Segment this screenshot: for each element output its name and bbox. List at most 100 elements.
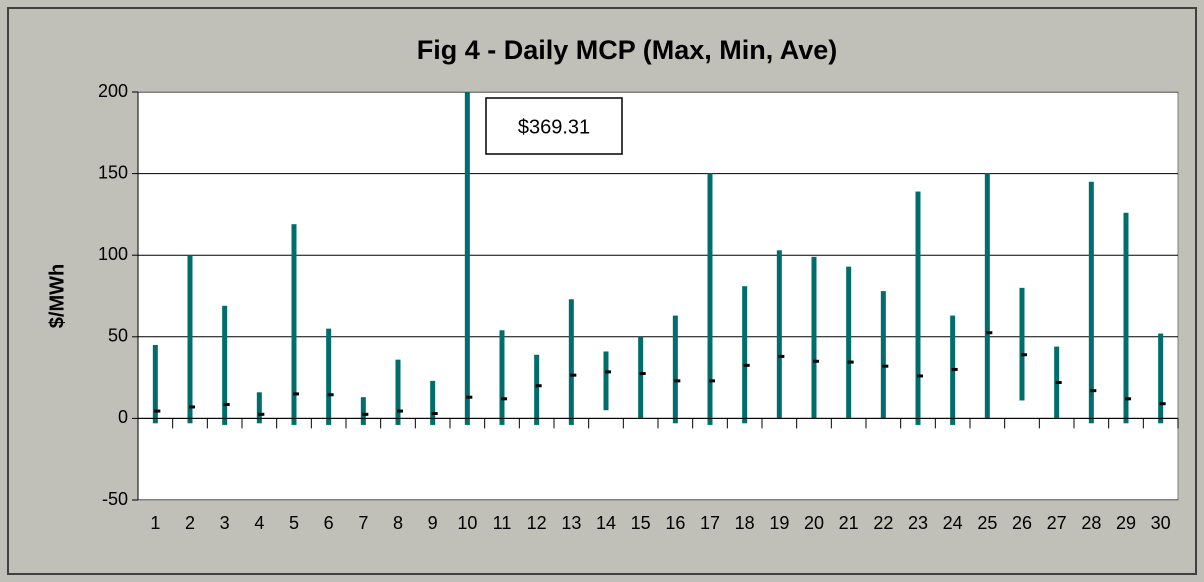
average-mark xyxy=(258,412,265,416)
average-mark xyxy=(951,367,958,371)
x-tick-label: 18 xyxy=(735,513,755,533)
average-mark xyxy=(986,331,993,335)
average-mark xyxy=(189,405,195,409)
range-bar xyxy=(915,191,921,425)
range-bar xyxy=(152,344,158,424)
average-mark xyxy=(605,370,611,374)
x-tick-label: 3 xyxy=(220,513,230,533)
average-mark xyxy=(743,363,750,367)
average-mark xyxy=(327,393,334,397)
x-tick-label: 14 xyxy=(596,513,616,533)
x-tick-label: 20 xyxy=(804,513,824,533)
x-tick-label: 16 xyxy=(665,513,685,533)
x-tick-label: 1 xyxy=(150,513,160,533)
range-bar xyxy=(326,328,332,425)
x-tick-label: 28 xyxy=(1081,513,1101,533)
average-mark xyxy=(535,384,542,388)
average-mark xyxy=(1125,397,1131,401)
average-mark xyxy=(154,409,161,413)
range-bar xyxy=(1088,181,1094,424)
average-mark xyxy=(639,372,646,376)
x-tick-label: 12 xyxy=(527,513,547,533)
range-bar xyxy=(742,286,748,424)
x-tick-label: 19 xyxy=(769,513,789,533)
y-tick-label: 0 xyxy=(118,407,128,427)
range-bar xyxy=(811,256,817,419)
average-mark xyxy=(293,392,299,396)
average-mark xyxy=(882,364,889,368)
range-bar xyxy=(672,315,678,424)
range-bar xyxy=(1158,333,1164,424)
range-bar xyxy=(256,392,262,424)
plot xyxy=(138,92,1178,500)
x-tick-label: 7 xyxy=(358,513,368,533)
range-bar xyxy=(1019,287,1025,401)
x-tick-label: 27 xyxy=(1047,513,1067,533)
average-mark xyxy=(674,379,681,383)
x-tick-label: 11 xyxy=(493,513,512,533)
average-mark xyxy=(570,373,577,377)
x-tick-label: 10 xyxy=(457,513,477,533)
x-tick-label: 15 xyxy=(631,513,651,533)
annotation-box xyxy=(485,97,623,155)
x-tick-label: 26 xyxy=(1012,513,1032,533)
x-tick-label: 21 xyxy=(839,513,859,533)
average-mark xyxy=(847,360,854,364)
average-mark xyxy=(362,412,369,416)
average-mark xyxy=(1055,380,1062,384)
average-mark xyxy=(813,359,819,363)
x-tick-label: 23 xyxy=(908,513,928,533)
average-mark xyxy=(501,397,507,401)
average-mark xyxy=(778,354,785,358)
range-bar xyxy=(395,359,401,425)
range-bar xyxy=(1123,212,1129,424)
y-axis-label: $/MWh xyxy=(46,264,68,328)
x-tick-label: 30 xyxy=(1151,513,1171,533)
y-tick-label: 100 xyxy=(98,244,128,264)
average-mark xyxy=(709,379,715,383)
range-bar xyxy=(430,380,436,425)
average-mark xyxy=(1021,353,1027,357)
range-bar xyxy=(603,351,609,411)
chart-title: Fig 4 - Daily MCP (Max, Min, Ave) xyxy=(417,35,838,65)
average-mark xyxy=(1159,402,1166,406)
x-tick-label: 29 xyxy=(1116,513,1136,533)
average-mark xyxy=(1090,389,1097,393)
y-tick-label: 150 xyxy=(98,162,128,182)
x-tick-label: 4 xyxy=(254,513,264,533)
average-mark xyxy=(466,395,473,399)
average-mark xyxy=(223,403,230,407)
range-bar xyxy=(880,291,886,419)
range-bar xyxy=(638,336,644,419)
average-mark xyxy=(917,374,923,378)
x-tick-label: 25 xyxy=(977,513,997,533)
range-bar xyxy=(222,305,228,425)
average-mark xyxy=(397,409,403,413)
range-bar xyxy=(187,255,193,424)
range-bar xyxy=(499,330,505,425)
range-bar xyxy=(846,266,852,419)
plot-area xyxy=(137,91,1179,501)
range-bar xyxy=(534,354,540,425)
range-bar xyxy=(984,173,990,419)
y-tick-label: 200 xyxy=(98,81,128,101)
range-bar xyxy=(707,173,713,425)
x-tick-label: 24 xyxy=(943,513,963,533)
range-bar xyxy=(776,250,782,419)
x-tick-label: 6 xyxy=(324,513,334,533)
x-tick-label: 22 xyxy=(873,513,893,533)
range-bar xyxy=(464,92,470,425)
average-mark xyxy=(431,412,438,416)
range-bar xyxy=(291,224,297,425)
x-tick-label: 13 xyxy=(561,513,581,533)
y-tick-label: -50 xyxy=(102,489,128,509)
annotation: $369.31 xyxy=(518,116,590,138)
range-bar xyxy=(568,299,574,425)
x-tick-label: 8 xyxy=(393,513,403,533)
y-tick-label: 50 xyxy=(108,326,128,346)
x-tick-label: 2 xyxy=(185,513,195,533)
x-tick-label: 9 xyxy=(428,513,438,533)
range-bar xyxy=(360,397,366,425)
